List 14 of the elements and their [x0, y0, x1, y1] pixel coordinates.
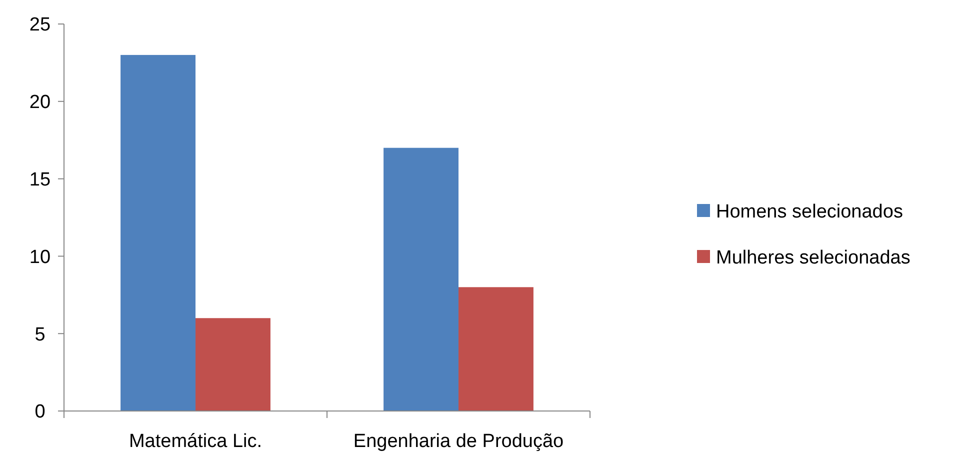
y-tick-label: 10	[29, 246, 51, 268]
x-tick-label: Engenharia de Produção	[353, 431, 564, 452]
x-tick-label: Matemática Lic.	[128, 431, 262, 452]
legend-label: Homens selecionados	[716, 202, 903, 223]
bar	[120, 54, 196, 411]
bar	[458, 287, 534, 411]
bar	[196, 318, 270, 411]
y-tick-label: 20	[29, 92, 51, 114]
legend-label: Mulheres selecionadas	[716, 248, 910, 269]
bar	[384, 148, 458, 411]
y-tick-label: 0	[34, 402, 46, 423]
y-tick-label: 25	[29, 14, 51, 36]
y-tick-label: 15	[29, 169, 51, 190]
y-tick-label: 5	[34, 324, 46, 346]
